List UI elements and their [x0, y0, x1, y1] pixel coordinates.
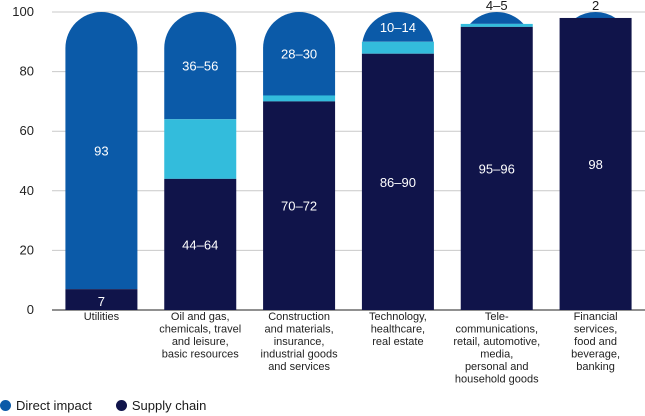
bar-direct-impact	[65, 11, 138, 290]
y-tick-label: 20	[20, 242, 34, 257]
legend-dot-direct-impact	[0, 399, 11, 411]
legend-item-supply-chain: Supply chain	[115, 397, 207, 413]
legend-item-direct-impact: Direct impact	[0, 398, 92, 413]
bar-direct-impact	[575, 11, 616, 18]
bar-supply-chain	[460, 26, 533, 311]
legend-dot-supply-chain	[115, 399, 127, 411]
y-tick-label: 40	[20, 183, 34, 198]
bars	[65, 11, 632, 311]
bar-label-supply-chain: 98	[588, 157, 602, 172]
x-category-label: Tele-communications, retail, automotive, m…	[453, 311, 540, 386]
x-category-label: Utilities	[84, 311, 120, 323]
bar-label-supply-chain: 86–90	[380, 175, 416, 190]
x-category-label: Technology, healthcare, real estate	[369, 311, 427, 348]
bar-label-direct-impact: 28–30	[281, 47, 317, 62]
bar-direct-impact	[263, 12, 336, 96]
y-axis: 0 20 40 60 80 100	[12, 4, 34, 317]
bar-direct-impact	[164, 12, 237, 120]
bar-label-direct-impact: 2	[592, 0, 599, 13]
bar-label-supply-chain: 7	[98, 294, 105, 309]
bar-label-supply-chain: 70–72	[281, 199, 317, 214]
bar-direct-impact	[362, 11, 434, 42]
bar-label-direct-impact: 10–14	[380, 20, 416, 35]
bar-range	[164, 119, 237, 179]
stacked-bar-chart: 0 20 40 60 80 100 7 93 44–64 36–56 70–72 28–30 86–9…	[12, 0, 645, 386]
bar-label-direct-impact: 36–56	[182, 59, 218, 74]
y-tick-label: 60	[20, 123, 34, 138]
y-tick-label: 80	[20, 64, 34, 79]
bar-label-supply-chain: 44–64	[182, 237, 218, 252]
bar-supply-chain	[559, 17, 632, 311]
bar-range	[460, 23, 533, 27]
bar-supply-chain	[263, 101, 336, 311]
bar-label-supply-chain: 95–96	[479, 161, 515, 176]
gridlines	[52, 11, 645, 311]
x-category-label: Construction and materials, insurance, indu…	[261, 311, 339, 373]
x-axis-categories: Utilities Oil and gas, chemicals, travel an…	[84, 311, 620, 386]
y-tick-label: 100	[12, 4, 34, 19]
legend-label-direct-impact: Direct impact	[16, 397, 92, 413]
bar-supply-chain	[164, 178, 237, 310]
legend-label-supply-chain: Supply chain	[131, 397, 207, 413]
bar-supply-chain	[65, 289, 138, 310]
bar-direct-impact	[469, 12, 524, 24]
bar-supply-chain	[361, 53, 434, 310]
y-tick-label: 0	[27, 302, 34, 317]
x-category-label: Oil and gas, chemicals, travel and leisure…	[159, 311, 241, 361]
legend: Direct impact Supply chain	[0, 395, 206, 415]
bar-label-direct-impact: 93	[94, 144, 108, 159]
bar-range	[361, 41, 434, 54]
bar-label-direct-impact: 4–5	[486, 0, 508, 13]
bar-labels: 7 93 44–64 36–56 70–72 28–30 86–90 10–14 95–96 4–…	[94, 0, 603, 309]
bar-range	[263, 95, 336, 102]
x-category-label: Financial services, food and beverage, banki…	[571, 311, 620, 373]
